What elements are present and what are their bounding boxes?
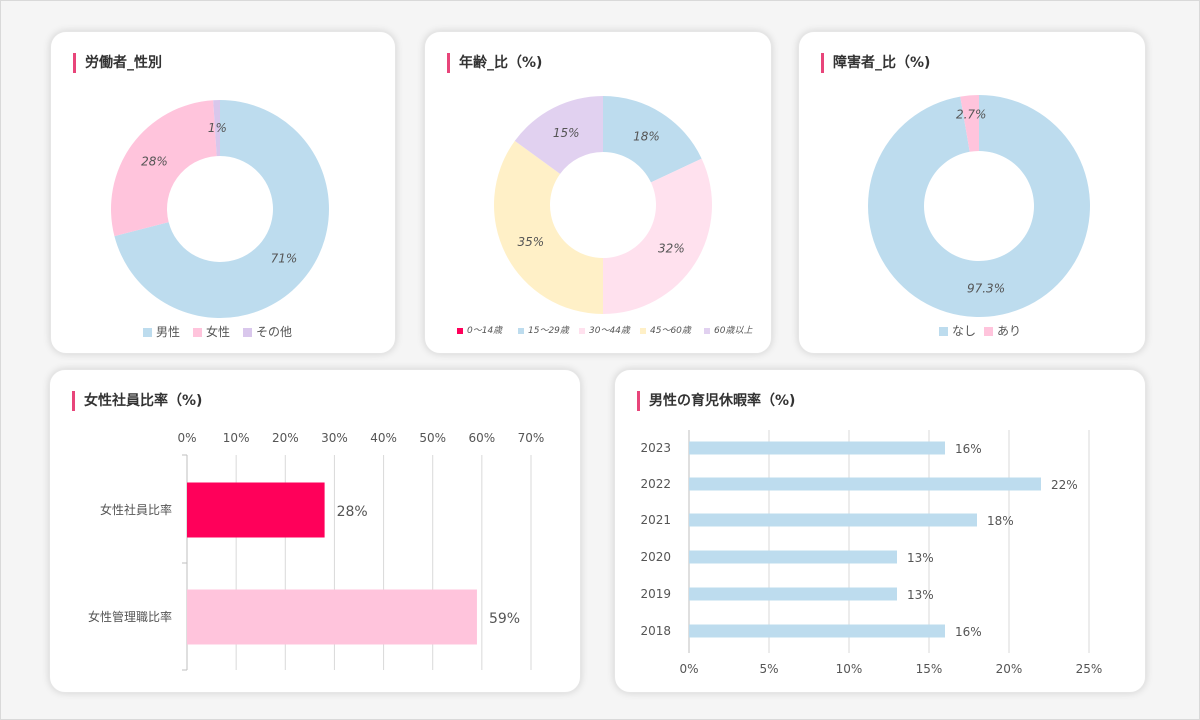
x-tick-label: 25% bbox=[1076, 662, 1103, 676]
x-tick-label: 15% bbox=[916, 662, 943, 676]
bar-data-label: 59% bbox=[489, 611, 520, 627]
paternity-leave-chart-card: 男性の育児休暇率（%) 0% 5% 10% 15% 20% 25% 2023 16% 2022 2… bbox=[614, 369, 1146, 693]
legend-swatch bbox=[518, 328, 524, 334]
slice-data-label: 18% bbox=[633, 130, 660, 144]
category-label: 2019 bbox=[640, 587, 671, 601]
x-tick-label: 40% bbox=[370, 431, 397, 445]
bar bbox=[689, 624, 945, 638]
disability-donut-chart: 97.3% 2.7% なし あり bbox=[868, 95, 1090, 338]
female-ratio-chart-card: 女性社員比率（%) 0% 10% 20% 30% 40% 50% 60% 70% 女性社員比率 2… bbox=[49, 369, 581, 693]
donut-slice bbox=[111, 100, 217, 237]
category-label: 2023 bbox=[640, 441, 671, 455]
bar bbox=[689, 441, 945, 455]
legend-swatch bbox=[704, 328, 710, 334]
age-chart-card: 年齢_比（%) 0%18%32%35%15%0～14歳15～29歳30～44歳4… bbox=[424, 31, 772, 354]
x-tick-label: 60% bbox=[469, 431, 496, 445]
x-tick-label: 30% bbox=[321, 431, 348, 445]
bar bbox=[689, 477, 1041, 491]
category-label: 2022 bbox=[640, 477, 671, 491]
bar bbox=[689, 550, 897, 564]
legend-label: 0～14歳 bbox=[467, 325, 503, 336]
bar bbox=[689, 587, 897, 601]
female-ratio-bar-chart: 0% 10% 20% 30% 40% 50% 60% 70% 女性社員比率 28% 女性管理職比率 5… bbox=[88, 431, 545, 671]
chart-title: 障害者_比（%) bbox=[821, 53, 930, 73]
x-tick-label: 10% bbox=[223, 431, 250, 445]
gender-chart-card: 労働者_性別 71% 28% 1% 男性 女性 その他 bbox=[50, 31, 396, 354]
bar-data-label: 22% bbox=[1051, 478, 1078, 492]
legend-label: 60歳以上 bbox=[714, 325, 753, 336]
legend-label: 15～29歳 bbox=[528, 325, 570, 336]
disability-chart-card: 障害者_比（%) 97.3% 2.7% なし あり bbox=[798, 31, 1146, 354]
legend-label: なし bbox=[952, 324, 976, 338]
legend-swatch bbox=[457, 328, 463, 334]
legend-swatch bbox=[939, 327, 948, 336]
slice-data-label: 1% bbox=[208, 121, 227, 135]
bar-data-label: 18% bbox=[987, 514, 1014, 528]
slice-data-label: 2.7% bbox=[956, 107, 987, 121]
x-tick-label: 20% bbox=[272, 431, 299, 445]
category-label: 2018 bbox=[640, 624, 671, 638]
legend-label: 女性 bbox=[206, 324, 230, 339]
x-tick-label: 5% bbox=[759, 662, 778, 676]
legend-swatch bbox=[579, 328, 585, 334]
category-label: 女性管理職比率 bbox=[88, 609, 172, 624]
x-tick-label: 20% bbox=[996, 662, 1023, 676]
bar-data-label: 16% bbox=[955, 625, 982, 639]
category-label: 2021 bbox=[640, 513, 671, 527]
category-label: 女性社員比率 bbox=[100, 502, 172, 517]
legend-swatch bbox=[243, 328, 252, 337]
legend-label: 男性 bbox=[156, 325, 180, 339]
slice-data-label: 97.3% bbox=[967, 282, 1005, 296]
donut-slice bbox=[868, 95, 1090, 318]
bar bbox=[187, 589, 477, 645]
age-donut-chart: 0%18%32%35%15%0～14歳15～29歳30～44歳45～60歳60歳… bbox=[457, 96, 753, 336]
legend-swatch bbox=[193, 328, 202, 337]
x-tick-label: 10% bbox=[836, 662, 863, 676]
bar bbox=[187, 482, 325, 538]
legend-label: その他 bbox=[256, 325, 292, 339]
bar-data-label: 13% bbox=[907, 588, 934, 602]
x-tick-label: 0% bbox=[679, 662, 698, 676]
donut-slice bbox=[960, 95, 979, 152]
bar bbox=[689, 513, 977, 527]
slice-data-label: 32% bbox=[658, 241, 685, 255]
chart-title: 男性の育児休暇率（%) bbox=[637, 391, 795, 411]
donut-slice bbox=[494, 140, 603, 314]
gender-donut-chart: 71% 28% 1% 男性 女性 その他 bbox=[111, 100, 329, 339]
legend-swatch bbox=[143, 328, 152, 337]
bar-data-label: 13% bbox=[907, 551, 934, 565]
chart-title: 労働者_性別 bbox=[73, 53, 162, 73]
slice-data-label: 15% bbox=[553, 126, 580, 140]
x-tick-label: 0% bbox=[177, 431, 196, 445]
paternity-leave-bar-chart: 0% 5% 10% 15% 20% 25% 2023 16% 2022 22% 2021 18% 202… bbox=[640, 430, 1103, 676]
bar-data-label: 28% bbox=[337, 504, 368, 520]
slice-data-label: 28% bbox=[141, 154, 168, 168]
donut-slice bbox=[603, 96, 702, 183]
slice-data-label: 35% bbox=[517, 235, 544, 249]
chart-title: 年齢_比（%) bbox=[447, 53, 542, 73]
chart-title: 女性社員比率（%) bbox=[72, 391, 202, 411]
donut-slice bbox=[514, 96, 603, 174]
donut-slice bbox=[603, 158, 712, 314]
legend-label: あり bbox=[997, 324, 1021, 338]
category-label: 2020 bbox=[640, 550, 671, 564]
bar-data-label: 16% bbox=[955, 442, 982, 456]
legend-swatch bbox=[984, 327, 993, 336]
donut-slice bbox=[114, 100, 329, 318]
donut-slice bbox=[213, 100, 220, 157]
legend-label: 45～60歳 bbox=[650, 325, 692, 336]
slice-data-label: 71% bbox=[271, 252, 298, 266]
x-tick-label: 70% bbox=[518, 431, 545, 445]
legend-swatch bbox=[640, 328, 646, 334]
legend-label: 30～44歳 bbox=[589, 325, 631, 336]
x-tick-label: 50% bbox=[419, 431, 446, 445]
